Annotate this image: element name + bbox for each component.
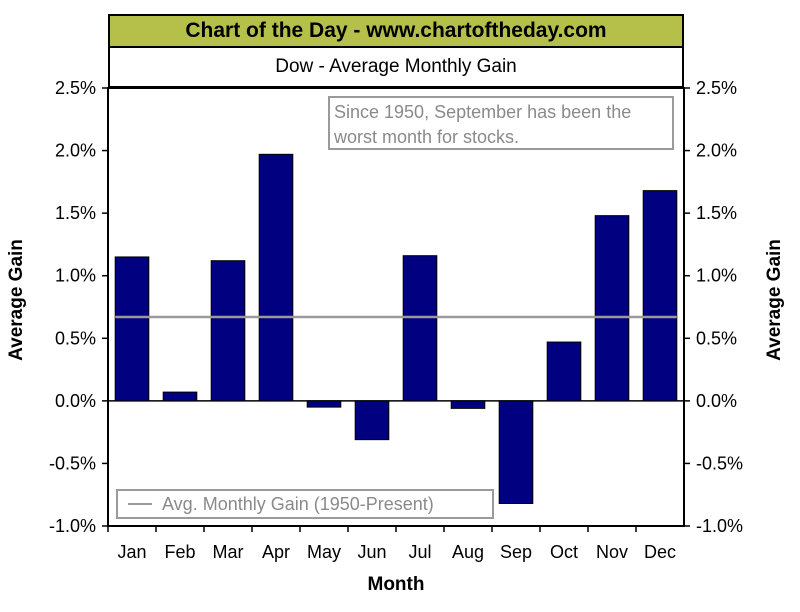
y-axis-label-right: Average Gain — [764, 239, 785, 361]
axes — [102, 87, 690, 532]
bar-apr — [258, 153, 294, 402]
y-tick-label-right: 2.5% — [696, 78, 737, 98]
y-tick-label-left: 0.0% — [55, 391, 96, 411]
x-axis-label: Month — [368, 574, 425, 595]
bar-jun — [354, 400, 390, 441]
y-tick-label-right: -0.5% — [696, 453, 743, 473]
bar-jul — [402, 255, 438, 402]
y-tick-label-left: 1.5% — [55, 203, 96, 223]
y-tick-label-left: 0.5% — [55, 328, 96, 348]
y-tick-label-left: -0.5% — [49, 453, 96, 473]
bar-dec — [642, 190, 678, 402]
bar-sep — [498, 400, 534, 504]
y-tick-label-right: 0.0% — [696, 391, 737, 411]
y-tick-label-right: 1.5% — [696, 203, 737, 223]
bar-nov — [594, 215, 630, 402]
bar-feb — [162, 391, 198, 402]
legend-swatch — [128, 503, 152, 505]
y-tick-label-left: 2.0% — [55, 141, 96, 161]
legend-label: Avg. Monthly Gain (1950-Present) — [162, 493, 434, 514]
bar-may — [306, 400, 342, 408]
x-tick-label: Nov — [596, 542, 628, 562]
x-tick-label: Jan — [117, 542, 146, 562]
y-tick-label-right: 2.0% — [696, 141, 737, 161]
legend: Avg. Monthly Gain (1950-Present) — [116, 489, 494, 519]
y-tick-label-left: 2.5% — [55, 78, 96, 98]
x-tick-label: Jun — [357, 542, 386, 562]
y-axis-label-left: Average Gain — [6, 239, 27, 361]
x-tick-label: Apr — [262, 542, 290, 562]
y-tick-label-right: -1.0% — [696, 516, 743, 536]
bars-group — [114, 153, 678, 504]
bar-aug — [450, 400, 486, 409]
x-tick-label: Feb — [164, 542, 195, 562]
annotation-box: Since 1950, September has been the worst… — [328, 96, 674, 150]
x-tick-label: Sep — [500, 542, 532, 562]
x-tick-label: Oct — [550, 542, 578, 562]
y-tick-label-right: 0.5% — [696, 328, 737, 348]
x-tick-label: May — [307, 542, 341, 562]
x-tick-label: Dec — [644, 542, 676, 562]
y-tick-label-left: -1.0% — [49, 516, 96, 536]
bar-mar — [210, 260, 246, 402]
x-tick-label: Mar — [213, 542, 244, 562]
chart-title: Dow - Average Monthly Gain — [108, 48, 684, 88]
y-tick-label-right: 1.0% — [696, 266, 737, 286]
tick-labels-group: 2.5% 2.5% 2.0% 2.0% 1.5% 1.5% 1.0% 1.0% 0.5% 0.5%… — [49, 78, 743, 562]
banner-title: Chart of the Day - www.chartoftheday.com — [108, 14, 684, 48]
bar-jan — [114, 256, 150, 402]
y-tick-label-left: 1.0% — [55, 266, 96, 286]
x-tick-label: Jul — [408, 542, 431, 562]
bar-oct — [546, 341, 582, 402]
x-tick-label: Aug — [452, 542, 484, 562]
